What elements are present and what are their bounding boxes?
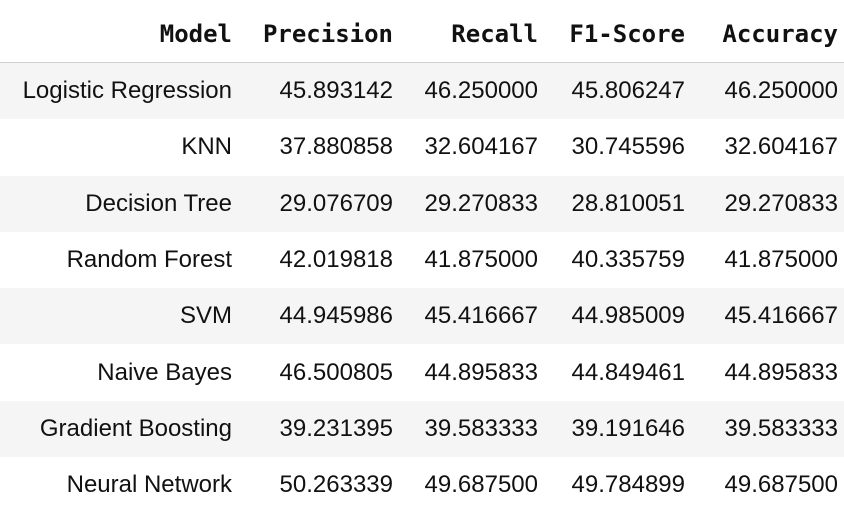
header-recall: Recall [399,6,544,63]
cell-f1-score: 45.806247 [544,62,691,120]
cell-precision: 37.880858 [279,133,393,161]
cell-accuracy: 45.416667 [691,288,844,345]
model-metrics-table: Model Precision Recall F1-Score Accuracy… [0,6,844,513]
cell-f1-score: 44.985009 [544,288,691,345]
cell-accuracy: 49.687500 [724,471,838,499]
cell-accuracy: 32.604167 [724,133,838,161]
cell-precision: 29.076709 [238,175,399,232]
cell-f1-score: 39.191646 [544,400,691,458]
cell-model: Random Forest [66,246,232,274]
cell-recall: 49.687500 [424,471,538,499]
cell-accuracy: 39.583333 [691,400,844,458]
table-header: Model Precision Recall F1-Score Accuracy [0,6,844,63]
table-row: Gradient Boosting 39.231395 39.583333 39… [0,400,844,458]
cell-recall: 46.250000 [399,62,544,120]
cell-accuracy: 41.875000 [724,246,838,274]
cell-model: SVM [0,288,238,345]
cell-model: Logistic Regression [0,62,238,120]
cell-f1-score: 49.784899 [571,471,685,499]
cell-f1-score: 30.745596 [571,133,685,161]
cell-precision: 42.019818 [279,246,393,274]
header-f1-score: F1-Score [544,6,691,63]
table-row: Logistic Regression 45.893142 46.250000 … [0,62,844,120]
cell-model: Neural Network [66,471,232,499]
table-body: Logistic Regression 45.893142 46.250000 … [0,62,844,514]
table-row: Neural Network 50.263339 49.687500 49.78… [0,457,844,513]
cell-f1-score: 28.810051 [544,175,691,232]
header-accuracy: Accuracy [691,6,844,63]
cell-f1-score: 44.849461 [571,358,685,386]
cell-accuracy: 46.250000 [691,62,844,120]
cell-precision: 39.231395 [238,400,399,458]
cell-precision: 50.263339 [279,471,393,499]
cell-recall: 39.583333 [399,400,544,458]
cell-recall: 45.416667 [399,288,544,345]
cell-f1-score: 40.335759 [571,246,685,274]
table-row: Random Forest 42.019818 41.875000 40.335… [0,232,844,288]
header-model: Model [0,6,238,63]
cell-model: Naive Bayes [97,358,232,386]
cell-precision: 44.945986 [238,288,399,345]
cell-model: KNN [181,133,232,161]
cell-accuracy: 44.895833 [724,358,838,386]
cell-model: Gradient Boosting [0,400,238,458]
header-precision: Precision [238,6,399,63]
cell-recall: 29.270833 [399,175,544,232]
cell-model: Decision Tree [0,175,238,232]
cell-recall: 44.895833 [424,358,538,386]
cell-precision: 46.500805 [279,358,393,386]
cell-accuracy: 29.270833 [691,175,844,232]
table-row: KNN 37.880858 32.604167 30.745596 32.604… [0,119,844,175]
table-row: SVM 44.945986 45.416667 44.985009 45.416… [0,288,844,345]
table-row: Decision Tree 29.076709 29.270833 28.810… [0,175,844,232]
table-row: Naive Bayes 46.500805 44.895833 44.84946… [0,344,844,400]
metrics-table-container: Model Precision Recall F1-Score Accuracy… [0,6,844,513]
cell-recall: 32.604167 [424,133,538,161]
cell-precision: 45.893142 [238,62,399,120]
header-row: Model Precision Recall F1-Score Accuracy [0,6,844,63]
cell-recall: 41.875000 [424,246,538,274]
